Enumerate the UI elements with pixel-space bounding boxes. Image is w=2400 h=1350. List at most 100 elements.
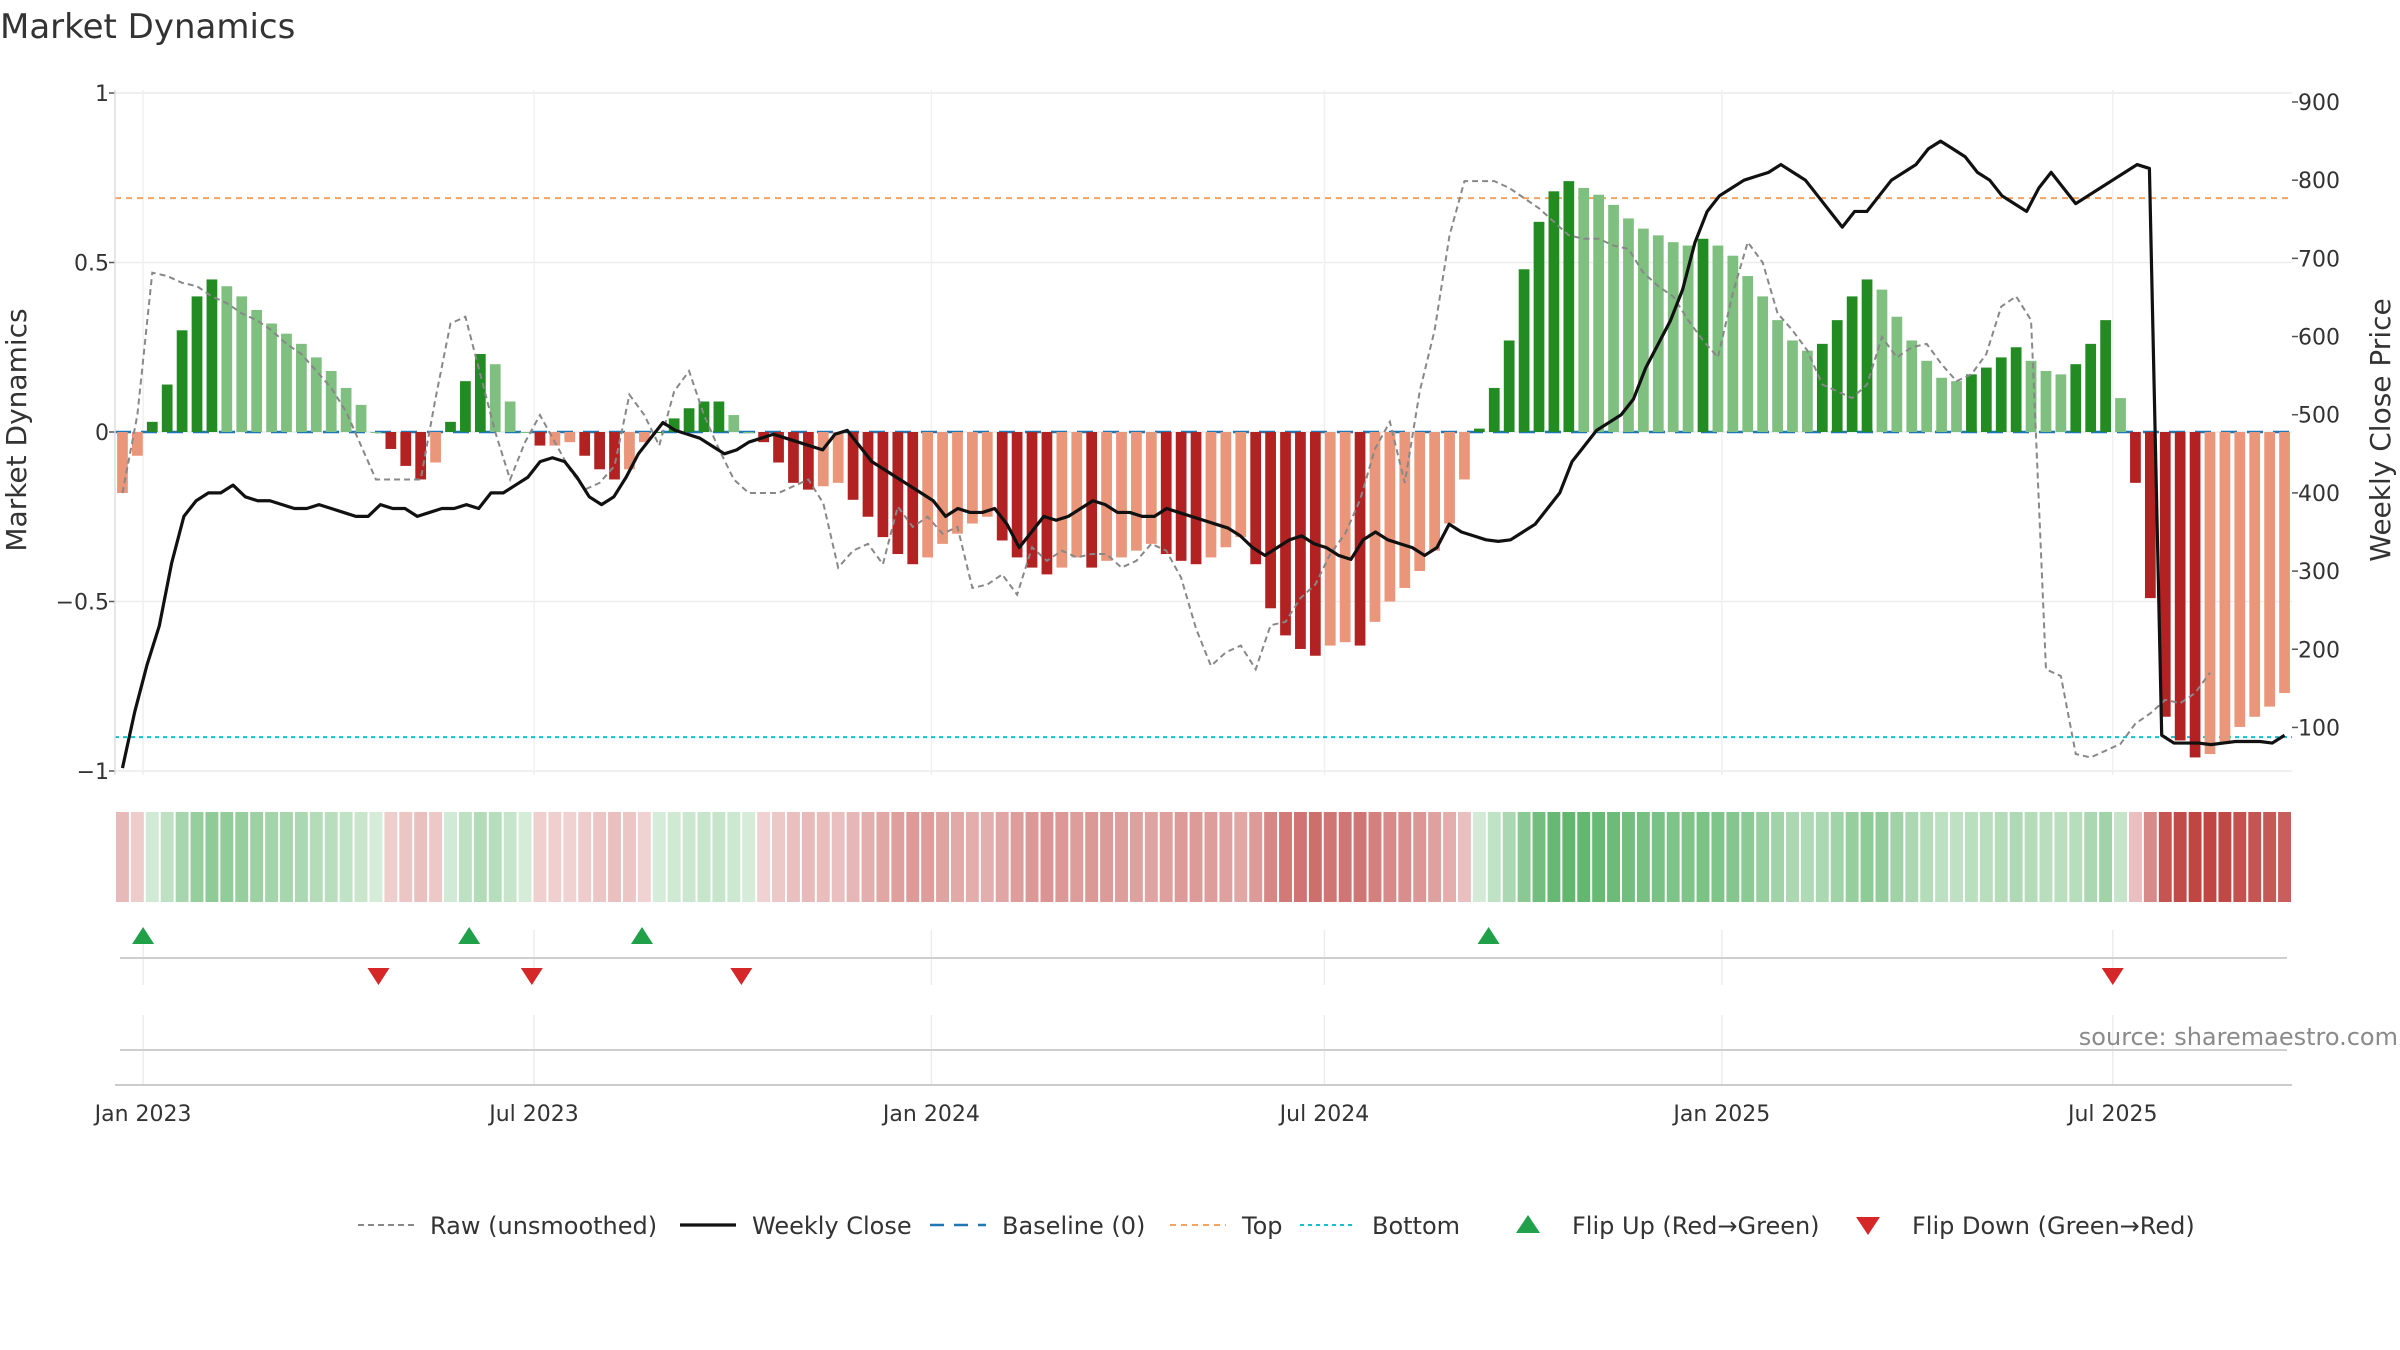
- regime-strip-cell: [593, 812, 607, 902]
- bar: [862, 432, 874, 517]
- regime-strip-cell: [846, 812, 860, 902]
- regime-strip-cell: [473, 812, 487, 902]
- regime-strip-cell: [1443, 812, 1456, 902]
- bar: [310, 357, 322, 432]
- bar: [1608, 204, 1619, 432]
- regime-strip-cell: [1875, 812, 1889, 902]
- bar: [1488, 387, 1500, 432]
- bar: [2055, 374, 2067, 432]
- regime-strip-cell: [294, 812, 308, 902]
- bar: [1682, 245, 1694, 432]
- regime-strip-cell: [280, 812, 293, 902]
- regime-strip-cell: [995, 812, 1009, 902]
- regime-strip-cell: [235, 812, 249, 902]
- regime-strip-cell: [1159, 812, 1173, 902]
- legend-item-top: Top: [1170, 1212, 1283, 1240]
- regime-strip-cell: [1920, 812, 1934, 902]
- y-tick-label: 1: [95, 82, 109, 107]
- legend-label: Weekly Close: [752, 1212, 912, 1240]
- legend-item-bottom: Bottom: [1300, 1212, 1460, 1240]
- bar: [266, 323, 277, 432]
- regime-strip-cell: [1696, 812, 1710, 902]
- bar: [1369, 432, 1381, 622]
- regime-strip-cell: [936, 812, 950, 902]
- bar: [340, 387, 352, 432]
- bar: [2100, 320, 2111, 432]
- bar: [907, 432, 919, 565]
- regime-strip-cell: [1651, 812, 1665, 902]
- bar: [579, 432, 591, 456]
- flip-up-marker: [458, 927, 481, 944]
- regime-strip-cell: [458, 812, 472, 902]
- bar: [892, 432, 904, 555]
- legend-label: Bottom: [1372, 1212, 1460, 1240]
- bar: [1145, 432, 1157, 544]
- regime-strip-cell: [622, 812, 636, 902]
- bar: [534, 432, 546, 446]
- y2-tick-label: 700: [2298, 247, 2340, 272]
- bar: [1280, 432, 1291, 636]
- bar: [2219, 432, 2231, 744]
- regime-strip-cell: [2203, 812, 2217, 902]
- bar: [594, 432, 605, 470]
- grid-lines: [115, 90, 2292, 1085]
- bar: [1429, 432, 1440, 551]
- bar: [296, 343, 307, 432]
- bar: [1205, 432, 1217, 558]
- bar: [743, 432, 755, 433]
- bar: [519, 432, 531, 433]
- bar: [1667, 242, 1679, 432]
- regime-strip-cell: [2128, 812, 2142, 902]
- regime-strip-cell: [1964, 812, 1978, 902]
- regime-strip-cell: [1830, 812, 1844, 902]
- bar: [713, 401, 725, 432]
- regime-strip-cell: [429, 812, 443, 902]
- raw-series-line: [121, 180, 2211, 759]
- regime-strip-cell: [727, 812, 741, 902]
- bar: [1131, 432, 1142, 551]
- x-tick-label: Jan 2023: [93, 1102, 192, 1127]
- y2-tick-label: 300: [2298, 560, 2340, 585]
- bar: [1071, 432, 1083, 558]
- regime-strip-cell: [578, 812, 592, 902]
- regime-strip-cell: [2173, 812, 2187, 902]
- bar: [385, 432, 397, 449]
- bar: [1712, 245, 1724, 432]
- regime-strip-cell: [1353, 812, 1367, 902]
- regime-strip-cell: [1622, 812, 1635, 902]
- regime-strip-cell: [861, 812, 875, 902]
- regime-strip-cell: [2099, 812, 2113, 902]
- bar: [698, 401, 710, 432]
- bar: [1533, 221, 1545, 432]
- x-tick-label: Jan 2024: [881, 1102, 980, 1127]
- bar: [1831, 320, 1843, 432]
- regime-strip-cell: [2278, 812, 2291, 902]
- bar: [400, 432, 412, 466]
- regime-strip-cell: [1174, 812, 1188, 902]
- bar: [1802, 350, 1813, 432]
- regime-strip-cell: [757, 812, 771, 902]
- regime-strip-cell: [145, 812, 159, 902]
- bar: [1295, 432, 1306, 649]
- bar: [1936, 377, 1947, 432]
- regime-strip-cell: [1279, 812, 1292, 902]
- regime-strip-cell: [965, 812, 979, 902]
- bar: [191, 296, 203, 432]
- weekly-close-line: [120, 139, 2286, 769]
- bar: [653, 432, 665, 433]
- regime-strip-cell: [1323, 812, 1337, 902]
- bar: [1846, 296, 1858, 432]
- y2-tick-label: 600: [2298, 326, 2340, 351]
- regime-strip-cell: [2069, 812, 2083, 902]
- y2-tick-label: 200: [2298, 638, 2340, 663]
- x-tick-label: Jan 2025: [1671, 1102, 1770, 1127]
- bar: [1652, 235, 1664, 432]
- regime-strip-cell: [1293, 812, 1307, 902]
- bar: [1473, 428, 1485, 432]
- flip-down-marker: [520, 968, 543, 985]
- bar: [1399, 432, 1411, 588]
- bar: [773, 432, 784, 463]
- bar: [1026, 432, 1038, 568]
- regime-strip-cell: [2039, 812, 2053, 902]
- bar: [2234, 432, 2246, 727]
